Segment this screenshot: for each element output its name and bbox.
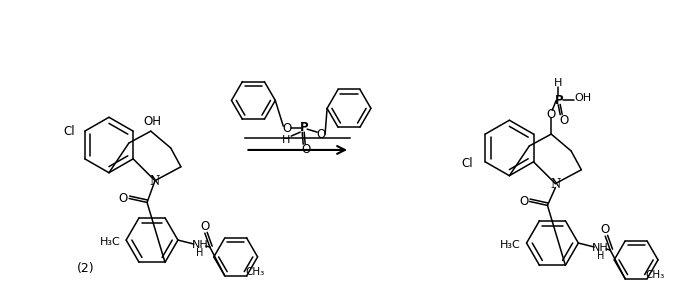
Text: H: H [596, 251, 604, 261]
Text: O: O [547, 108, 556, 121]
Text: OH: OH [575, 93, 592, 103]
Text: O: O [316, 128, 326, 141]
Text: H: H [282, 135, 290, 145]
Text: P: P [300, 121, 309, 134]
Text: H: H [554, 78, 562, 88]
Text: O: O [283, 122, 292, 135]
Text: Cl: Cl [461, 157, 473, 170]
Text: O: O [118, 192, 128, 205]
Text: O: O [519, 195, 528, 208]
Text: CH₃: CH₃ [245, 267, 265, 277]
Text: P: P [555, 94, 564, 107]
Text: NH: NH [192, 240, 208, 250]
Text: N: N [150, 175, 160, 188]
Text: H: H [196, 248, 204, 258]
Text: OH: OH [144, 115, 162, 128]
Text: O: O [559, 114, 569, 127]
Text: O: O [200, 220, 209, 233]
Text: H₃C: H₃C [100, 237, 120, 247]
Text: CH₃: CH₃ [645, 270, 665, 280]
Text: NH: NH [592, 243, 608, 253]
Text: H₃C: H₃C [500, 240, 521, 250]
Text: N: N [550, 178, 561, 191]
Text: (2): (2) [77, 262, 95, 275]
Text: O: O [302, 143, 311, 156]
Text: Cl: Cl [63, 125, 75, 138]
Text: O: O [601, 223, 610, 236]
